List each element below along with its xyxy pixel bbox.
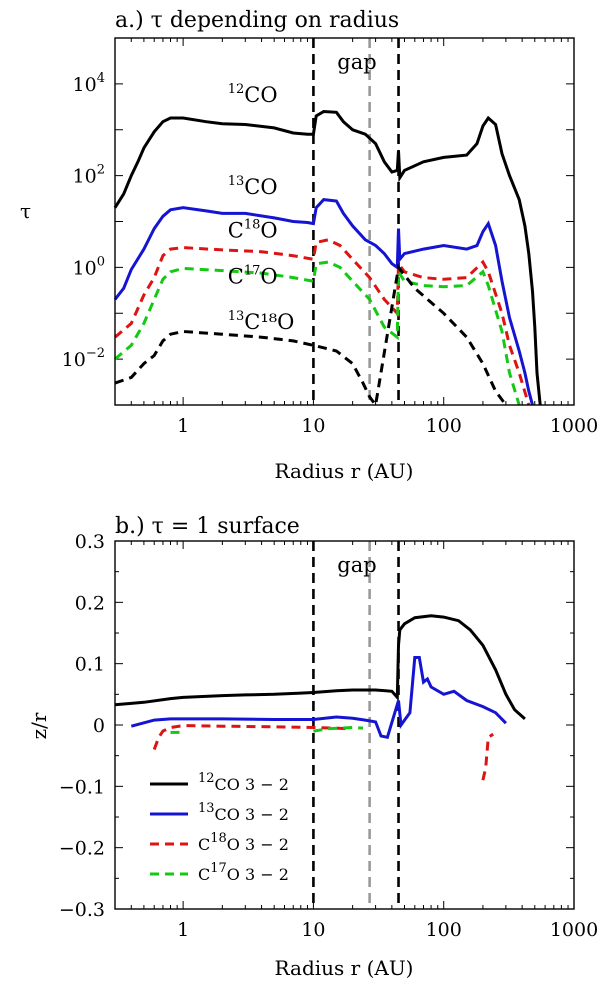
series-line-12co-3-2 (114, 614, 526, 721)
legend-label: C18O 3 − 2 (198, 831, 289, 854)
series-label: C18O (228, 217, 278, 242)
panel-b-gap-lines (312, 541, 400, 909)
panel-a-frame (114, 37, 575, 406)
series-line-13c18o (114, 263, 508, 409)
panel-b-annotations: gap (337, 553, 376, 577)
y-tick-label: 10−2 (62, 346, 105, 371)
series-line-13co (113, 198, 534, 406)
y-tick-label: 0.3 (75, 531, 105, 553)
panel-a-xlabel: Radius r (AU) (275, 459, 414, 483)
panel-a-series (113, 109, 542, 409)
series-label: C17O (228, 263, 278, 288)
y-tick-label: −0.1 (59, 776, 105, 798)
panel-b-legend: 12CO 3 − 2 13CO 3 − 2 C18O 3 − 2 C17O 3 − 2 (150, 771, 289, 884)
series-label: 13C¹⁸O (228, 309, 295, 334)
y-tick-label: 0.1 (75, 654, 105, 676)
panel-a-axes: 1 10 100 1000 10−2 100 102 104 (62, 37, 598, 437)
panel-a-title: a.) τ depending on radius (115, 8, 399, 33)
y-tick-label: 0.2 (75, 592, 105, 614)
panel-b: b.) τ = 1 surface z/r Radius r (AU) 1 10 1… (27, 514, 598, 980)
x-tick-label: 100 (426, 415, 462, 437)
y-tick-label: 102 (73, 163, 105, 188)
panel-b-title: b.) τ = 1 surface (115, 514, 300, 539)
x-tick-label: 1000 (550, 919, 598, 941)
y-tick-label: 104 (73, 71, 105, 96)
series-label: 12CO (228, 82, 278, 107)
legend-label: 12CO 3 − 2 (198, 771, 289, 794)
series-label: 13CO (228, 174, 278, 199)
y-tick-label: −0.2 (59, 838, 105, 860)
y-tick-label: −0.3 (59, 899, 105, 921)
x-tick-label: 100 (426, 919, 462, 941)
series-line-c17o (114, 260, 521, 406)
series-line-c17o-3-2-gap (313, 725, 364, 733)
panel-b-series (114, 614, 526, 781)
legend-label: 13CO 3 − 2 (198, 801, 289, 824)
series-line-12co (113, 109, 542, 406)
x-tick-label: 1000 (550, 415, 598, 437)
x-tick-label: 1 (177, 415, 189, 437)
y-tick-label: 0 (93, 715, 105, 737)
x-tick-label: 1 (177, 919, 189, 941)
series-line-c18o-3-2 (152, 724, 347, 751)
panel-a-annotations: gap 12CO 13CO C18O C17O 13C¹⁸O (228, 50, 377, 334)
gap-label: gap (337, 50, 376, 74)
panel-b-frame (114, 540, 575, 910)
x-tick-label: 10 (301, 415, 325, 437)
panel-b-axes: 1 10 100 1000 −0.3 −0.2 −0.1 0 0.1 0.2 0.3 (59, 531, 598, 941)
legend-label: C17O 3 − 2 (198, 861, 289, 884)
x-tick-label: 10 (301, 919, 325, 941)
panel-b-xlabel: Radius r (AU) (275, 956, 414, 980)
panel-a-ylabel: τ (20, 199, 31, 223)
gap-label: gap (337, 553, 376, 577)
panel-b-ylabel: z/r (27, 712, 51, 739)
panel-a: a.) τ depending on radius τ Radius r (AU… (20, 8, 598, 483)
series-line-c18o-3-2-outer (481, 732, 495, 781)
series-line-13co-3-2 (130, 656, 507, 740)
series-line-c18o (114, 238, 531, 406)
y-tick-label: 100 (73, 254, 105, 279)
